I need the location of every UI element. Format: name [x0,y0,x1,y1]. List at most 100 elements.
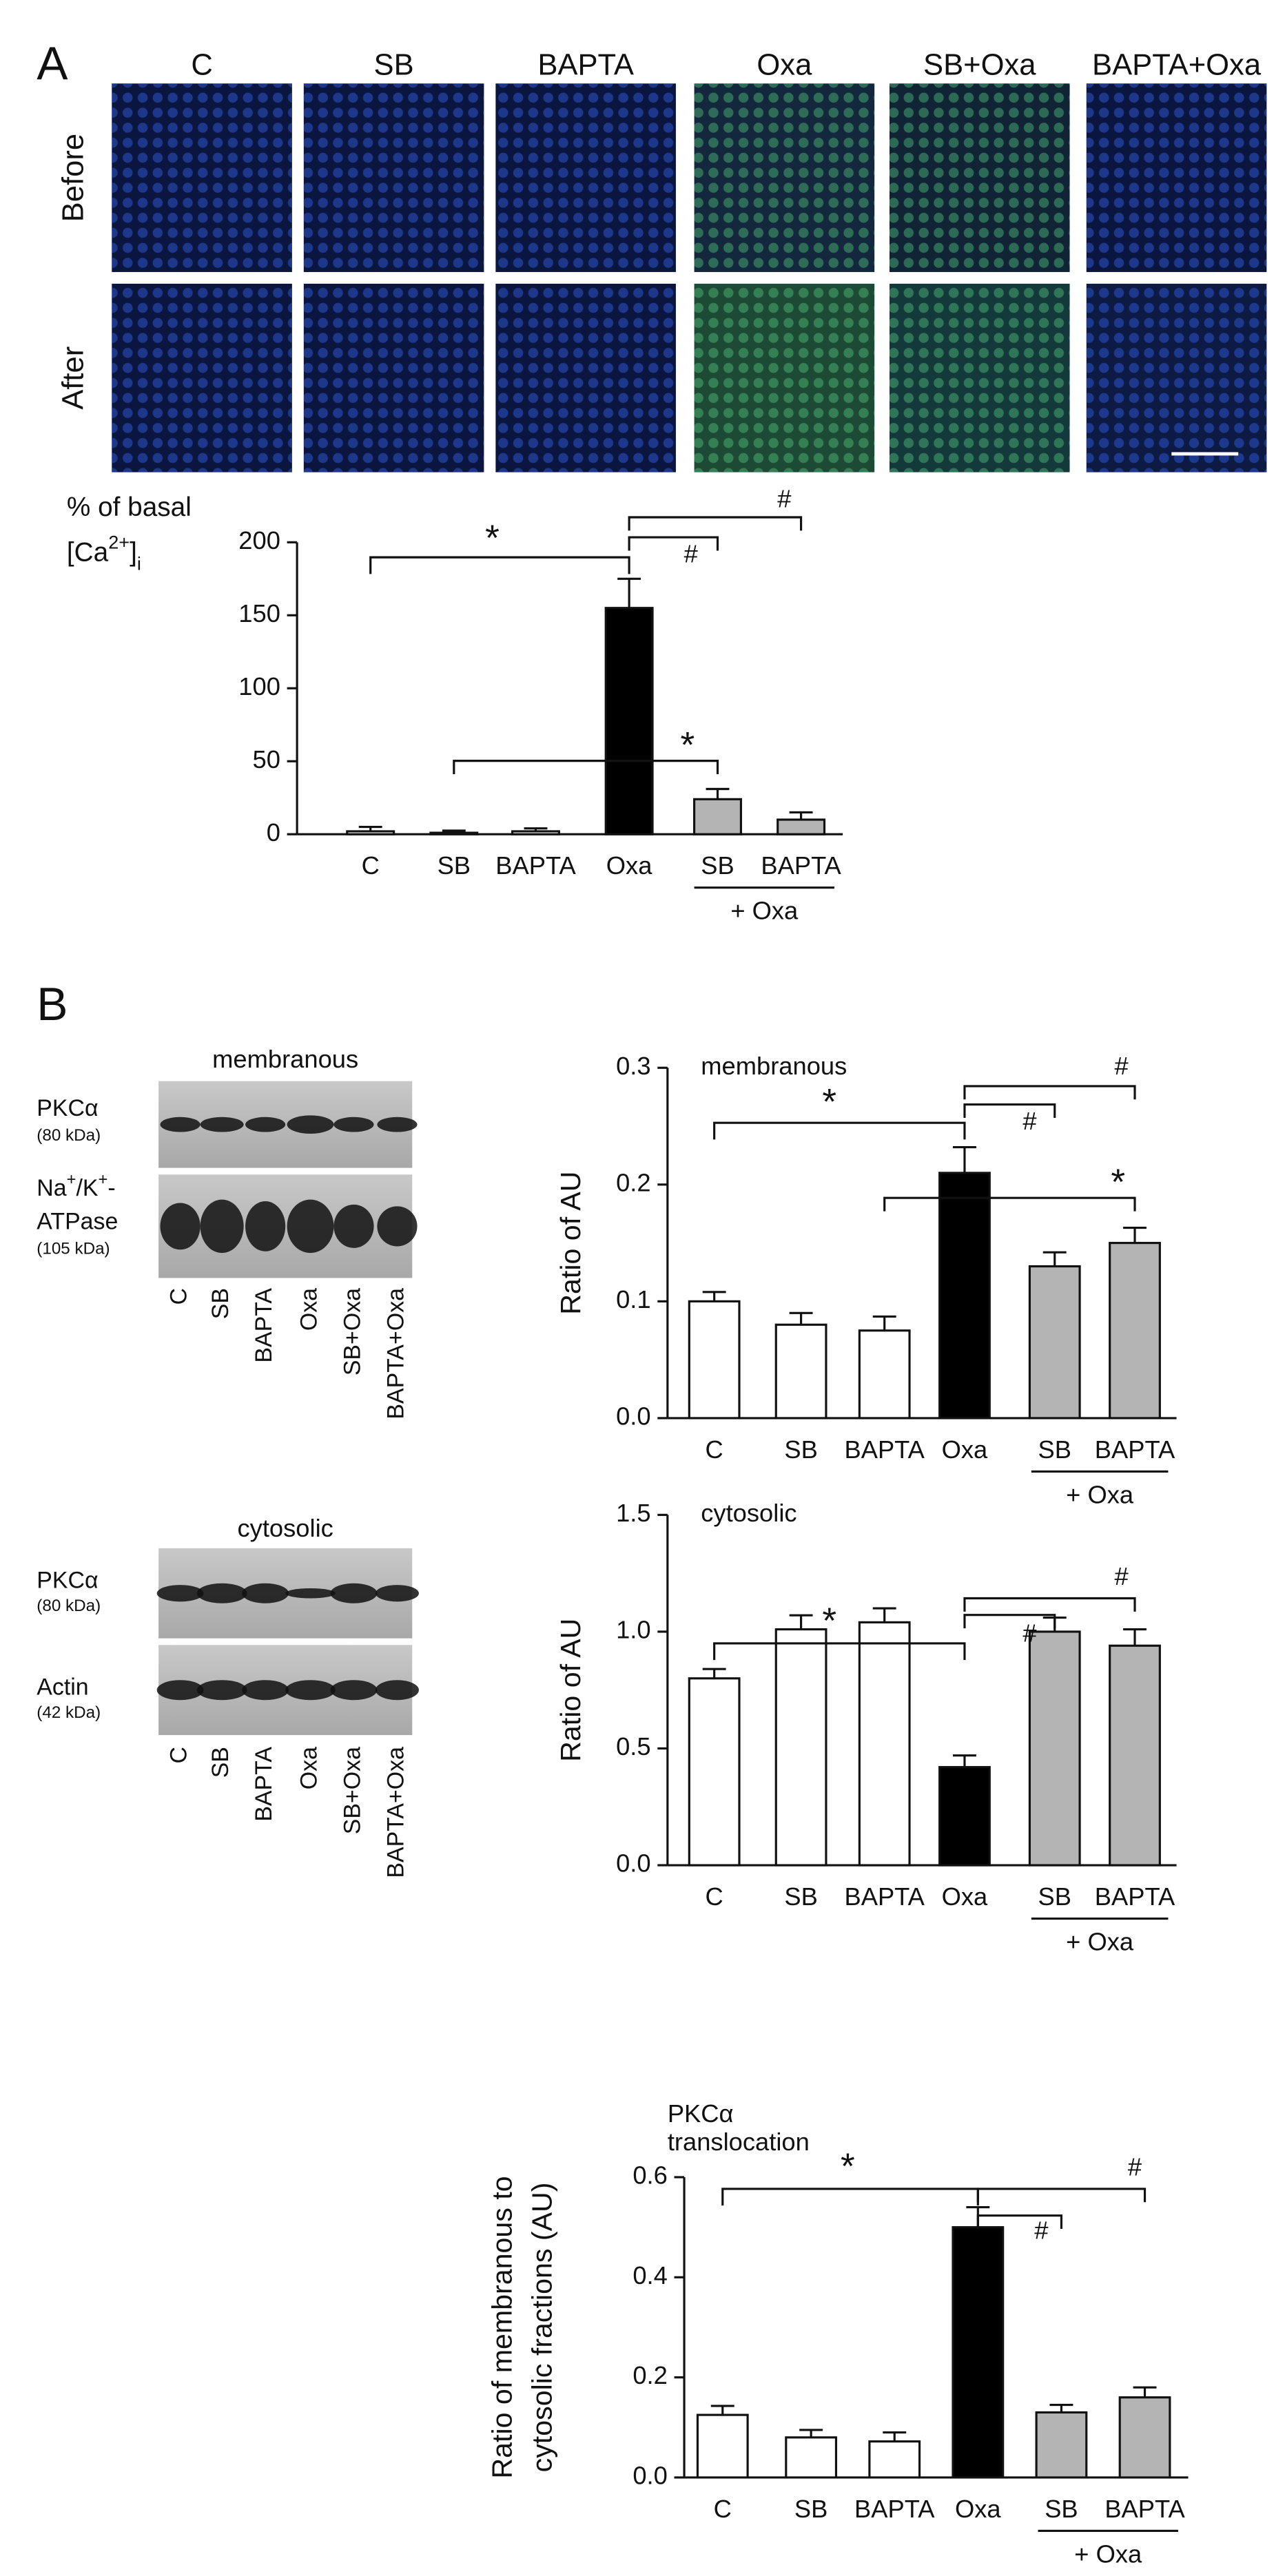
text-run: + [99,1171,108,1189]
significance-label: * [841,2146,855,2187]
protein-name: PKCα [37,1567,98,1593]
chart-label: membranous [701,1052,847,1080]
text-run: Ratio of AU [555,1619,586,1762]
y-axis-label: Ratio of AU [555,1172,586,1315]
lane-label: SB+Oxa [339,1747,365,1834]
protein-size: (42 kDa) [37,1703,101,1722]
column-label: C [191,49,212,82]
row-label: Before [57,134,90,222]
significance-bracket [976,2214,1063,2230]
x-tick-label: SB [784,1882,817,1911]
bar [1118,2396,1171,2479]
text-run: ] [130,538,137,568]
y-axis-label: Ratio of membranous to [486,2176,517,2478]
bar [952,2226,1005,2479]
x-tick-label: SB [784,1435,817,1464]
text-run: - [107,1175,115,1201]
bar [688,1300,741,1420]
significance-bracket [628,536,719,551]
x-tick-label: SB [701,851,734,880]
text-run: /K [76,1175,98,1201]
significance-label: * [822,1082,836,1123]
bar [604,607,654,835]
text-run: cytosolic fractions (AU) [526,2183,557,2473]
significance-label: # [1128,2152,1142,2181]
text-run: Actin [37,1674,88,1700]
significance-label: # [684,539,699,568]
protein-name: Actin [37,1674,88,1700]
bar [858,1621,911,1867]
y-tick-label: 0.2 [633,2361,668,2389]
column-label: BAPTA+Oxa [1092,49,1262,82]
bar [774,1323,827,1420]
blot-band [377,1206,418,1247]
text-run: Ratio of membranous to [486,2176,517,2478]
significance-label: # [1115,1562,1129,1590]
micrograph-cells [112,283,292,472]
y-tick-label: 0.6 [633,2161,668,2190]
blot-band [242,1680,289,1701]
significance-label: # [1022,1619,1037,1647]
x-tick-label: SB [1038,1435,1071,1464]
x-tick-label: BAPTA [1104,2495,1185,2523]
y-tick-label: 0.0 [616,1402,651,1431]
blot-band [156,1585,204,1602]
blot-band [245,1201,286,1251]
blot-band [245,1116,286,1132]
y-axis-label: Ratio of AU [555,1619,586,1762]
significance-bracket [883,1196,1136,1212]
y-axis-label: % of basal [67,492,192,522]
group-label: + Oxa [1066,1927,1134,1955]
text-run: i [137,552,141,574]
significance-bracket [713,1121,966,1140]
x-tick-label: SB [794,2495,827,2523]
lane-label: C [166,1288,192,1305]
significance-bracket [628,516,803,531]
blot-title: cytosolic [238,1514,333,1542]
x-tick-label: C [362,851,380,880]
panel-label: A [37,38,68,90]
blot-band [287,1115,334,1134]
bar [774,1628,827,1867]
x-tick-label: Oxa [942,1882,988,1911]
bar [785,2436,838,2479]
bar [1035,2411,1088,2479]
blot-title: membranous [212,1045,358,1073]
significance-bracket [963,1085,1136,1100]
micrograph-cells [889,283,1070,472]
lane-label: BAPTA [251,1288,277,1363]
significance-bracket [369,556,630,574]
micrograph-cells [303,283,484,472]
text-run: PKCα [37,1567,98,1593]
text-run: ATPase [37,1208,118,1234]
significance-bracket [976,2188,1147,2203]
x-tick-label: BAPTA [844,1435,925,1464]
protein-name: PKCα [37,1095,98,1121]
column-label: Oxa [757,49,812,82]
x-tick-label: BAPTA [1095,1435,1175,1464]
x-tick-label: Oxa [606,851,652,880]
y-axis-label: cytosolic fractions (AU) [526,2183,557,2473]
micrograph-cells [1086,283,1267,472]
y-tick-label: 0.0 [633,2462,668,2490]
bar [1109,1644,1161,1867]
y-tick-label: 1.5 [616,1499,651,1527]
blot-band [333,1116,374,1132]
blot-band [287,1199,334,1254]
blot-band [200,1199,244,1254]
text-run: Na [37,1175,66,1201]
significance-bracket [963,1614,1056,1629]
blot-band [285,1588,336,1599]
column-label: SB+Oxa [923,49,1036,82]
text-run: % of basal [67,492,192,522]
x-tick-label: SB [1045,2495,1078,2523]
blot-band [196,1583,247,1603]
blot-band [375,1680,419,1701]
x-tick-label: BAPTA [761,851,841,880]
micrograph-cells [889,83,1070,272]
lane-label: SB [207,1747,234,1778]
lane-label: SB+Oxa [339,1288,365,1375]
bar [777,818,826,835]
blot-band [330,1583,378,1603]
